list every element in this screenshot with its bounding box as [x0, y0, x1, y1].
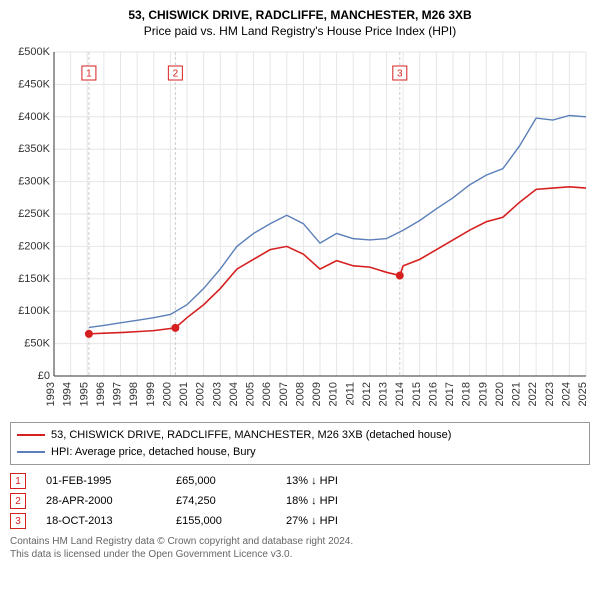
svg-text:2012: 2012	[361, 382, 373, 406]
svg-text:£350K: £350K	[18, 143, 50, 155]
svg-text:2021: 2021	[511, 382, 523, 406]
svg-text:3: 3	[397, 69, 403, 80]
svg-text:£50K: £50K	[24, 338, 50, 350]
svg-text:2000: 2000	[161, 382, 173, 406]
svg-text:2009: 2009	[311, 382, 323, 406]
legend-swatch	[17, 451, 45, 453]
svg-text:2017: 2017	[444, 382, 456, 406]
sales-table: 1 01-FEB-1995£65,00013% ↓ HPI 2 28-APR-2000…	[10, 473, 590, 529]
svg-text:£250K: £250K	[18, 208, 50, 220]
svg-text:1998: 1998	[128, 382, 140, 406]
sales-row: 1 01-FEB-1995£65,00013% ↓ HPI	[10, 473, 590, 489]
svg-text:£0: £0	[38, 370, 50, 382]
svg-text:2013: 2013	[378, 382, 390, 406]
svg-text:2004: 2004	[228, 382, 240, 406]
page: 53, CHISWICK DRIVE, RADCLIFFE, MANCHESTE…	[0, 0, 600, 569]
svg-text:1996: 1996	[95, 382, 107, 406]
legend-item: 53, CHISWICK DRIVE, RADCLIFFE, MANCHESTE…	[17, 427, 583, 444]
legend: 53, CHISWICK DRIVE, RADCLIFFE, MANCHESTE…	[10, 422, 590, 465]
svg-text:£400K: £400K	[18, 111, 50, 123]
sales-price: £155,000	[176, 515, 286, 527]
svg-text:2002: 2002	[195, 382, 207, 406]
sales-date: 18-OCT-2013	[46, 515, 176, 527]
svg-text:2008: 2008	[294, 382, 306, 406]
legend-swatch	[17, 434, 45, 436]
svg-text:1999: 1999	[145, 382, 157, 406]
sales-marker: 2	[10, 493, 26, 509]
sales-diff: 27% ↓ HPI	[286, 515, 338, 527]
svg-text:2006: 2006	[261, 382, 273, 406]
sales-diff: 18% ↓ HPI	[286, 495, 338, 507]
svg-text:2001: 2001	[178, 382, 190, 406]
svg-text:2025: 2025	[577, 382, 589, 406]
svg-text:1995: 1995	[78, 382, 90, 406]
footer: Contains HM Land Registry data © Crown c…	[10, 535, 590, 561]
line-chart: £0 £50K £100K £150K £200K £250K £300K £350K £400…	[10, 46, 590, 416]
svg-text:£150K: £150K	[18, 273, 50, 285]
svg-text:2018: 2018	[461, 382, 473, 406]
svg-text:1993: 1993	[45, 382, 57, 406]
svg-text:£450K: £450K	[18, 78, 50, 90]
svg-text:£200K: £200K	[18, 240, 50, 252]
svg-text:1994: 1994	[62, 382, 74, 406]
sales-date: 01-FEB-1995	[46, 475, 176, 487]
svg-text:2010: 2010	[328, 382, 340, 406]
svg-text:2: 2	[173, 69, 179, 80]
svg-text:2023: 2023	[544, 382, 556, 406]
sales-marker: 3	[10, 513, 26, 529]
svg-text:2024: 2024	[560, 382, 572, 406]
sales-price: £65,000	[176, 475, 286, 487]
svg-text:2007: 2007	[278, 382, 290, 406]
legend-item: HPI: Average price, detached house, Bury	[17, 444, 583, 461]
sales-date: 28-APR-2000	[46, 495, 176, 507]
footer-line-1: Contains HM Land Registry data © Crown c…	[10, 535, 590, 548]
footer-line-2: This data is licensed under the Open Gov…	[10, 548, 590, 561]
svg-text:2014: 2014	[394, 382, 406, 406]
svg-text:1997: 1997	[112, 382, 124, 406]
chart-title: 53, CHISWICK DRIVE, RADCLIFFE, MANCHESTE…	[10, 8, 590, 22]
svg-text:2016: 2016	[427, 382, 439, 406]
chart-area: £0 £50K £100K £150K £200K £250K £300K £350K £400…	[10, 46, 590, 416]
svg-text:2022: 2022	[527, 382, 539, 406]
sales-row: 2 28-APR-2000£74,25018% ↓ HPI	[10, 493, 590, 509]
svg-text:1: 1	[86, 69, 92, 80]
svg-text:2005: 2005	[245, 382, 257, 406]
svg-text:£300K: £300K	[18, 176, 50, 188]
svg-text:2003: 2003	[211, 382, 223, 406]
legend-label: 53, CHISWICK DRIVE, RADCLIFFE, MANCHESTE…	[51, 427, 451, 444]
svg-text:£100K: £100K	[18, 305, 50, 317]
chart-subtitle: Price paid vs. HM Land Registry's House …	[10, 24, 590, 38]
sales-price: £74,250	[176, 495, 286, 507]
sales-marker: 1	[10, 473, 26, 489]
svg-text:2011: 2011	[344, 382, 356, 406]
svg-text:£500K: £500K	[18, 46, 50, 58]
svg-text:2020: 2020	[494, 382, 506, 406]
svg-text:2019: 2019	[477, 382, 489, 406]
sales-diff: 13% ↓ HPI	[286, 475, 338, 487]
legend-label: HPI: Average price, detached house, Bury	[51, 444, 256, 461]
svg-text:2015: 2015	[411, 382, 423, 406]
sales-row: 3 18-OCT-2013£155,00027% ↓ HPI	[10, 513, 590, 529]
